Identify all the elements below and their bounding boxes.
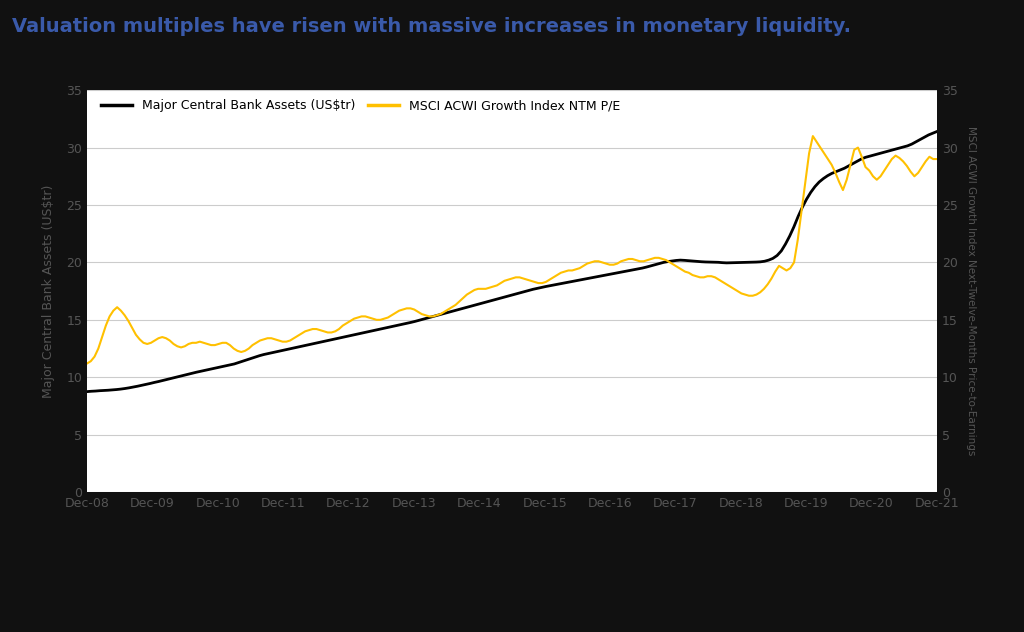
Legend: Major Central Bank Assets (US$tr), MSCI ACWI Growth Index NTM P/E: Major Central Bank Assets (US$tr), MSCI … [95, 94, 626, 117]
Text: Valuation multiples have risen with massive increases in monetary liquidity.: Valuation multiples have risen with mass… [12, 17, 851, 36]
Y-axis label: Major Central Bank Assets (US$tr): Major Central Bank Assets (US$tr) [42, 185, 55, 398]
Y-axis label: MSCI ACWI Growth Index Next-Twelve-Months Price-to-Earnings: MSCI ACWI Growth Index Next-Twelve-Month… [966, 126, 976, 456]
